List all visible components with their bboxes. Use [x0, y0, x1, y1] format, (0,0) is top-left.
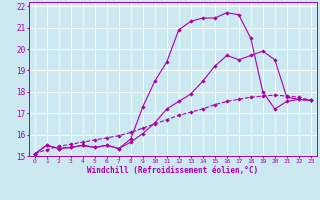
X-axis label: Windchill (Refroidissement éolien,°C): Windchill (Refroidissement éolien,°C): [87, 166, 258, 175]
